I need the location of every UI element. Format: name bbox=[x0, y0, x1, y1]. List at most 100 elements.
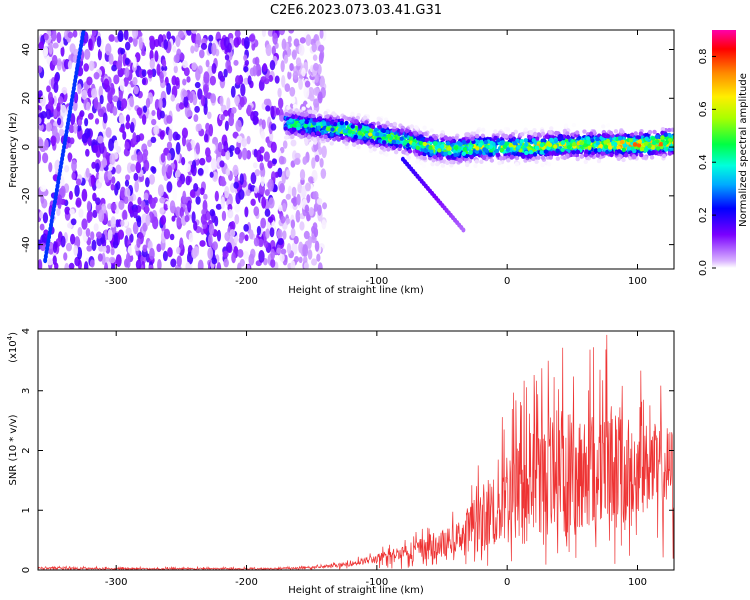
spectrogram-cell bbox=[470, 136, 475, 141]
spectrogram-cell bbox=[203, 133, 209, 143]
spectrogram-cell bbox=[243, 36, 250, 50]
spectrogram-cell bbox=[122, 130, 127, 141]
y-tick-label: 2 bbox=[21, 447, 32, 453]
spectrogram-cell bbox=[356, 145, 361, 150]
spectrogram-cell bbox=[98, 209, 105, 223]
spectrogram-cell bbox=[97, 108, 105, 118]
spectrogram-cell bbox=[267, 178, 274, 192]
spectrogram-cell bbox=[261, 30, 267, 38]
spectrogram-cell bbox=[521, 154, 526, 159]
spectrogram-cell bbox=[70, 218, 77, 226]
spectrogram-cell bbox=[288, 30, 295, 34]
spectrogram-cell bbox=[38, 65, 43, 74]
spectrogram-cell bbox=[289, 86, 296, 97]
spectrogram-cell bbox=[306, 194, 311, 204]
spectrogram-cell bbox=[235, 119, 242, 132]
spectrogram-cell bbox=[67, 152, 72, 163]
spectrogram-cell bbox=[384, 152, 389, 157]
spectrogram-cell bbox=[660, 135, 665, 140]
spectrogram-cell bbox=[274, 75, 280, 84]
spectrogram-cell bbox=[270, 248, 276, 260]
spectrogram-cell bbox=[370, 124, 376, 130]
spectrogram-cell bbox=[151, 166, 157, 174]
spectrogram-cell bbox=[560, 140, 566, 145]
spectrogram-cell bbox=[447, 151, 452, 156]
x-tick-label: -200 bbox=[235, 577, 258, 588]
spectrogram-cell bbox=[480, 127, 486, 133]
spectrogram-cell bbox=[632, 148, 637, 154]
spectrogram-cell bbox=[211, 62, 217, 74]
spectrogram-cell bbox=[150, 136, 157, 144]
y-tick-label: -40 bbox=[21, 236, 32, 252]
spectrogram-cell bbox=[239, 96, 245, 108]
spectrogram-cell bbox=[85, 228, 91, 238]
spectrogram-cell bbox=[652, 129, 657, 135]
spectrogram-cell bbox=[207, 233, 213, 247]
spectrogram-cell bbox=[257, 238, 265, 248]
spectrogram-cell bbox=[128, 195, 134, 203]
spectrogram-cell bbox=[285, 193, 291, 200]
spectrogram-cell bbox=[138, 37, 143, 50]
spectrogram-cell bbox=[110, 248, 115, 256]
spectrogram-cell bbox=[223, 140, 229, 153]
spectrogram-cell bbox=[200, 94, 206, 107]
spectrogram-cell bbox=[330, 127, 335, 132]
spectrogram-cell bbox=[39, 242, 47, 252]
spectrogram-cell bbox=[304, 204, 310, 214]
spectrogram-cell bbox=[233, 59, 239, 66]
spectrogram-cell bbox=[284, 83, 291, 93]
spectrogram-cell bbox=[639, 146, 645, 152]
spectrogram-cell bbox=[69, 208, 75, 215]
spectrogram-cell bbox=[528, 153, 534, 158]
spectrogram-cell bbox=[170, 94, 176, 102]
spectrogram-cell bbox=[408, 136, 414, 141]
spectrogram-cell bbox=[385, 129, 390, 135]
spectrogram-cell bbox=[85, 167, 90, 178]
spectrogram-cell bbox=[223, 68, 228, 78]
spectrogram-cell bbox=[203, 85, 208, 98]
spectrogram-cell bbox=[319, 158, 324, 168]
spectrogram-cell bbox=[461, 151, 467, 156]
spectrogram-cell bbox=[224, 54, 230, 61]
spectrogram-cell bbox=[144, 36, 150, 46]
spectrogram-cell bbox=[124, 41, 131, 51]
spectrogram-cell bbox=[249, 229, 254, 240]
spectrogram-cell bbox=[286, 105, 291, 111]
spectrogram-cell bbox=[292, 104, 298, 109]
colorbar-tick-label: 0.8 bbox=[698, 48, 709, 64]
spectrogram-cell bbox=[539, 142, 545, 148]
spectrogram-cell bbox=[127, 83, 132, 93]
spectrogram-cell bbox=[38, 259, 43, 269]
spectrogram-cell bbox=[125, 121, 131, 130]
x-tick-label: -300 bbox=[105, 276, 128, 287]
spectrogram-cell bbox=[261, 119, 266, 130]
spectrogram-cell bbox=[413, 130, 418, 136]
spectrogram-cell bbox=[317, 116, 323, 121]
spectrogram-cell bbox=[119, 186, 126, 200]
spectrogram-cell bbox=[136, 107, 143, 116]
spectrogram-cell bbox=[505, 127, 511, 132]
spectrogram-cell bbox=[292, 127, 297, 133]
spectrogram-cell bbox=[118, 199, 125, 210]
spectrogram-cell bbox=[282, 140, 288, 149]
spectrogram-cell bbox=[48, 91, 53, 103]
spectrogram-cell bbox=[632, 154, 637, 160]
spectrogram-cell bbox=[536, 132, 542, 137]
spectrogram-cell bbox=[270, 105, 275, 119]
spectrogram-cell bbox=[320, 168, 327, 179]
spectrogram-cell bbox=[145, 177, 150, 188]
spectrogram-cell bbox=[265, 228, 270, 239]
spectrogram-cell bbox=[142, 105, 148, 113]
spectrogram-cell bbox=[230, 85, 236, 98]
spectrogram-cell bbox=[292, 71, 299, 80]
spectrogram-cell bbox=[353, 134, 358, 140]
spectrogram-cell bbox=[193, 183, 199, 192]
spectrogram-cell bbox=[169, 200, 176, 213]
spectrogram-cell bbox=[113, 232, 119, 246]
spectrogram-cell bbox=[290, 139, 297, 147]
spectrogram-cell bbox=[290, 96, 296, 105]
spectrogram-cell bbox=[270, 141, 277, 153]
spectrogram-cell bbox=[262, 63, 268, 72]
spectrogram-cell bbox=[601, 132, 607, 138]
spectrogram-cell bbox=[110, 82, 115, 94]
